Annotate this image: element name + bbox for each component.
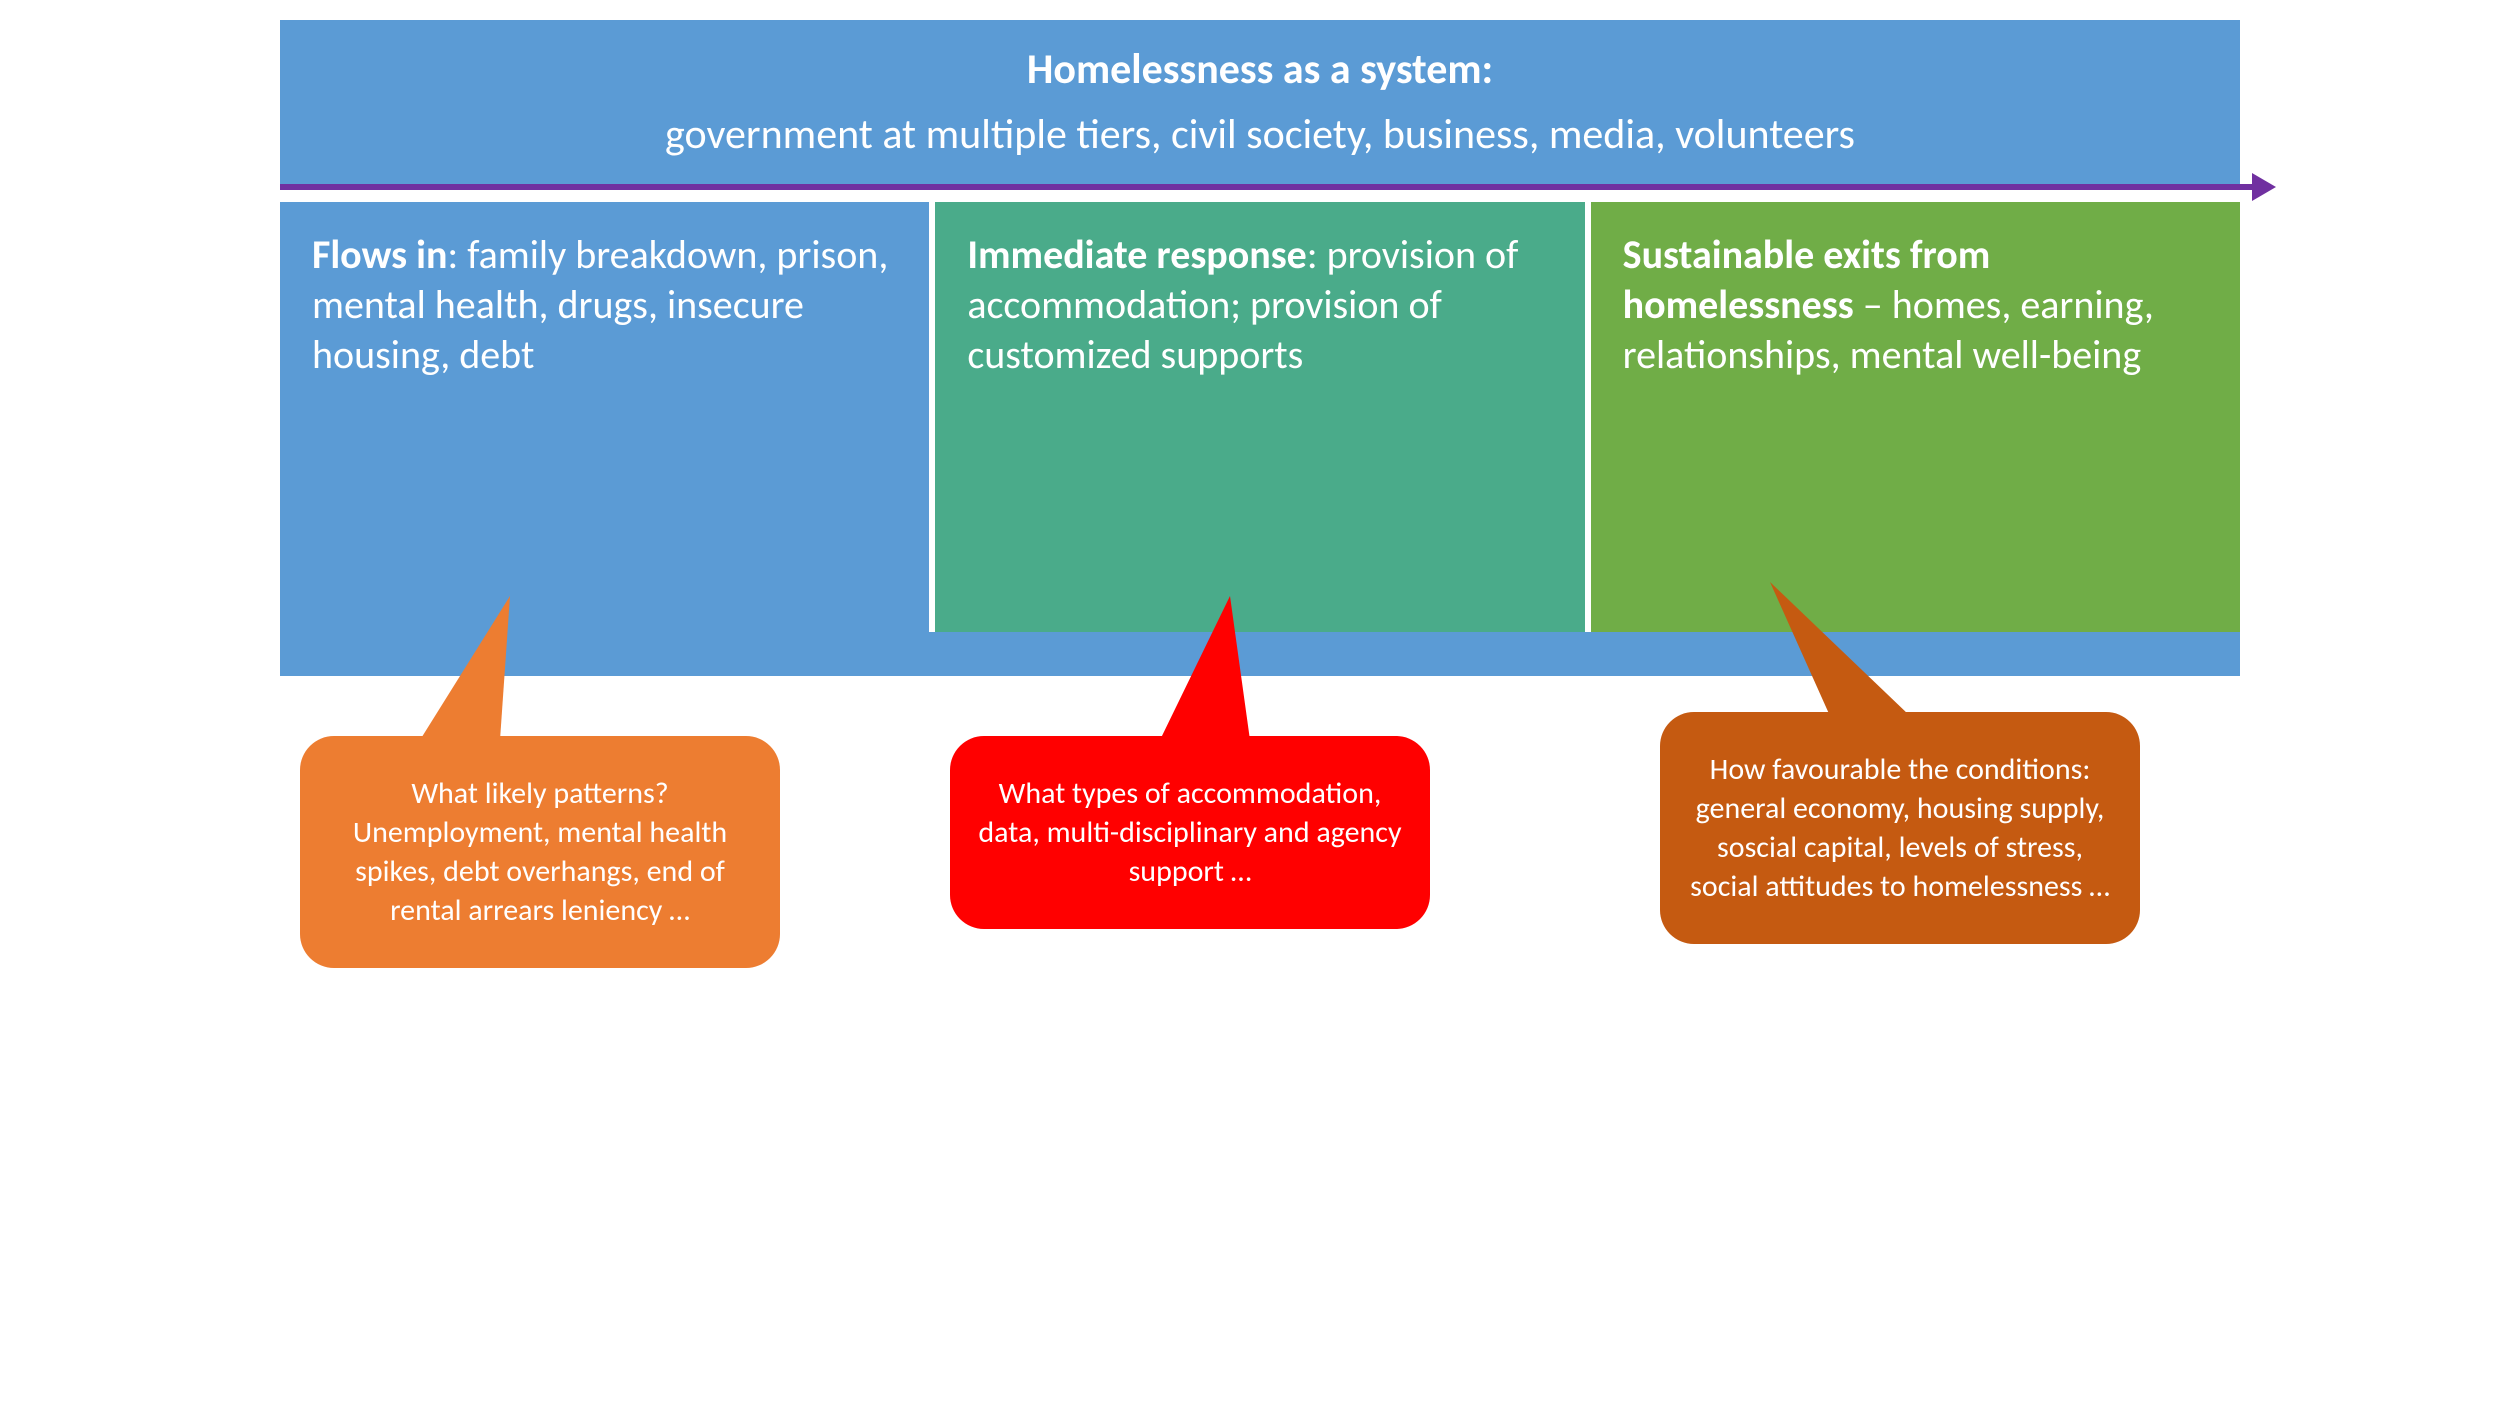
arrow-head-icon (2252, 173, 2276, 201)
arrow-line (280, 184, 2258, 190)
stage-immediate-response: Immediate response: provision of accommo… (935, 202, 1584, 632)
callout-patterns: What likely patterns? Unemployment, ment… (300, 736, 780, 968)
callout-text: What types of accommodation, data, multi… (978, 775, 1401, 890)
header-title: Homelessness as a system: (320, 44, 2200, 95)
callout-text: How favourable the conditions: general e… (1690, 751, 2110, 905)
callout-conditions: How favourable the conditions: general e… (1660, 712, 2140, 944)
stage-sustainable-exits: Sustainable exits from homelessness – ho… (1591, 202, 2240, 632)
speech-tail-icon (1160, 596, 1250, 740)
stage-heading: Immediate response (967, 230, 1307, 279)
stage-heading: Flows in (312, 230, 447, 279)
callout-text: What likely patterns? Unemployment, ment… (353, 775, 727, 929)
header-band: Homelessness as a system: government at … (280, 20, 2240, 190)
speech-tail-icon (420, 596, 510, 740)
stage-row: Flows in: family breakdown, prison, ment… (280, 202, 2240, 632)
diagram-canvas: Homelessness as a system: government at … (280, 20, 2240, 1116)
footer-band (280, 632, 2240, 676)
callout-accommodation: What types of accommodation, data, multi… (950, 736, 1430, 929)
header-subtitle: government at multiple tiers, civil soci… (320, 109, 2200, 160)
callout-row: What likely patterns? Unemployment, ment… (280, 676, 2240, 1116)
stage-flows-in: Flows in: family breakdown, prison, ment… (280, 202, 929, 632)
speech-tail-icon (1770, 582, 1910, 716)
